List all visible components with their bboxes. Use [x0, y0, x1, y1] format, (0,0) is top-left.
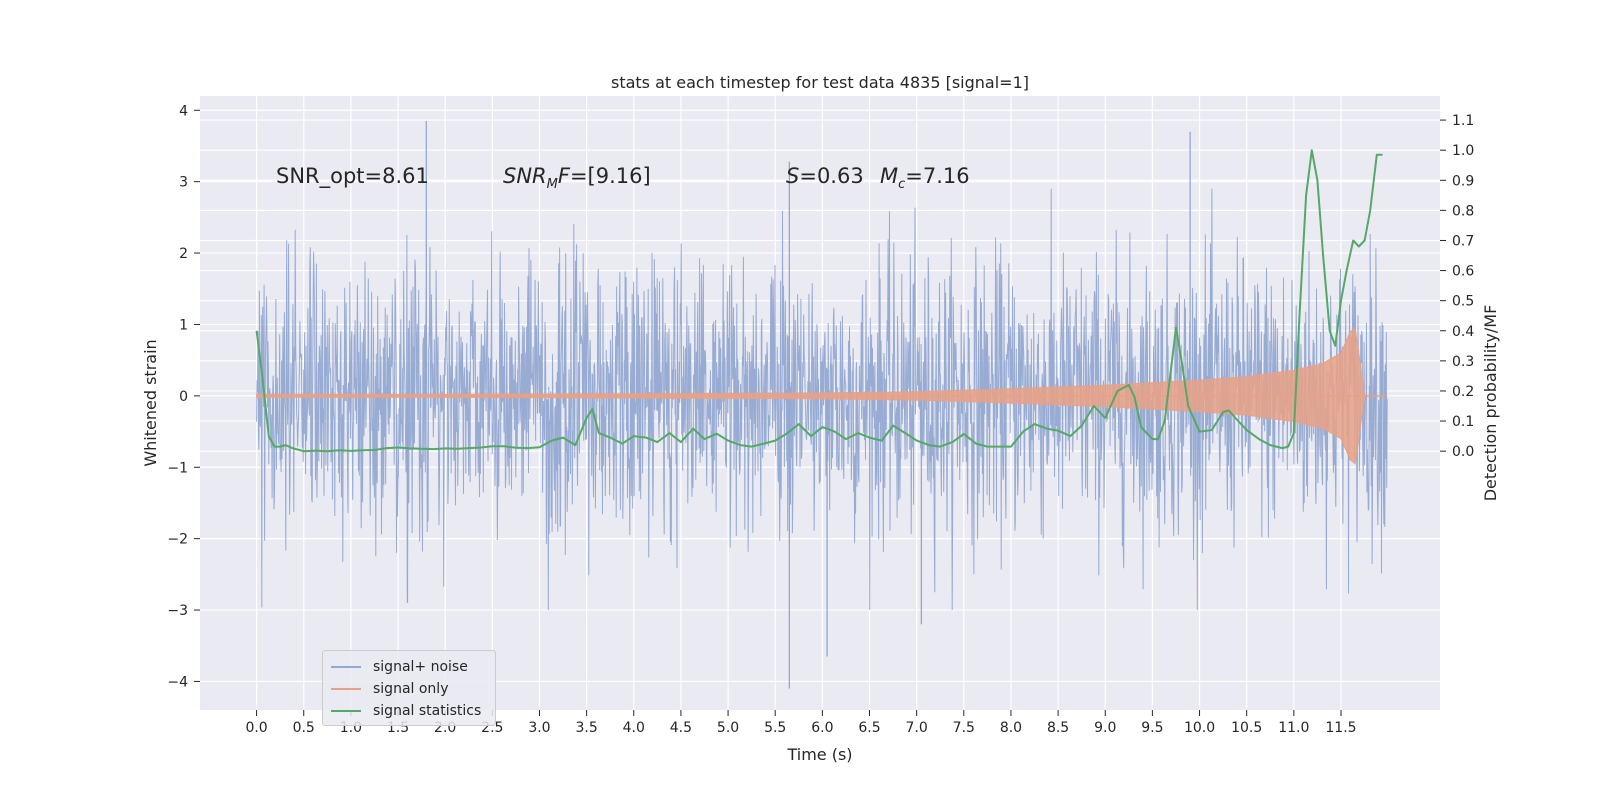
x-tick-label: 8.0 — [1000, 720, 1022, 736]
x-tick-label: 4.5 — [670, 720, 692, 736]
y-tick-label: 3 — [179, 175, 188, 191]
x-tick-label: 5.0 — [717, 720, 739, 736]
snr-mf-subscript: M — [546, 177, 558, 193]
x-tick-label: 11.5 — [1325, 720, 1356, 736]
x-tick-label: 0.0 — [245, 720, 267, 736]
y-axis-label: Whitened strain — [141, 339, 160, 466]
x-tick-label: 7.0 — [906, 720, 928, 736]
x-axis-label: Time (s) — [786, 745, 852, 764]
x-tick-label: 6.5 — [858, 720, 880, 736]
annotation-snr-opt: SNR_opt=8.61 — [276, 164, 429, 188]
mc-subscript: c — [898, 177, 906, 193]
y2-tick-label: 1.1 — [1452, 113, 1474, 129]
legend: signal+ noise signal only signal statist… — [322, 650, 496, 726]
y-tick-label: −1 — [167, 460, 188, 476]
y2-tick-label: 0.0 — [1452, 444, 1474, 460]
x-tick-label: 3.0 — [528, 720, 550, 736]
x-tick-label: 10.0 — [1184, 720, 1215, 736]
y2-tick-label: 0.1 — [1452, 414, 1474, 430]
statistics-line — [255, 149, 1383, 453]
annotation-mc: Mc=7.16 — [880, 164, 970, 192]
legend-label-stats: signal statistics — [373, 703, 482, 719]
y2-axis-label: Detection probability/MF — [1481, 305, 1500, 502]
y-tick-label: 1 — [179, 317, 188, 333]
y-tick-label: 2 — [179, 246, 188, 262]
chart-title: stats at each timestep for test data 483… — [611, 73, 1029, 92]
y2-tick-label: 0.6 — [1452, 264, 1474, 280]
x-tick-label: 11.0 — [1278, 720, 1309, 736]
annotation-snr-mf: SNRMF=[9.16] — [503, 164, 651, 192]
legend-swatch-noise — [331, 666, 361, 668]
y2-tick-label: 0.5 — [1452, 294, 1474, 310]
snr-mf-value: =[9.16] — [569, 164, 651, 188]
s-symbol: S — [786, 164, 800, 188]
y2-tick-label: 0.4 — [1452, 324, 1474, 340]
x-tick-label: 4.0 — [623, 720, 645, 736]
y2-tick-label: 0.9 — [1452, 173, 1474, 189]
legend-entry-signal-only: signal only — [331, 679, 448, 699]
x-tick-label: 3.5 — [575, 720, 597, 736]
annotation-s: S=0.63 — [786, 164, 864, 188]
y-tick-label: 4 — [179, 103, 188, 119]
x-tick-label: 0.5 — [293, 720, 315, 736]
x-tick-label: 5.5 — [764, 720, 786, 736]
x-tick-label: 6.0 — [811, 720, 833, 736]
snr-mf-symbol: SNR — [503, 164, 547, 188]
y2-tick-label: 0.3 — [1452, 354, 1474, 370]
x-tick-label: 9.0 — [1094, 720, 1116, 736]
legend-entry-signal-plus-noise: signal+ noise — [331, 657, 468, 677]
y2-tick-label: 0.7 — [1452, 233, 1474, 249]
y-tick-label: 0 — [179, 389, 188, 405]
x-tick-label: 8.5 — [1047, 720, 1069, 736]
y2-tick-label: 1.0 — [1452, 143, 1474, 159]
y2-tick-label: 0.8 — [1452, 203, 1474, 219]
y2-tick-label: 0.2 — [1452, 384, 1474, 400]
x-tick-label: 9.5 — [1141, 720, 1163, 736]
s-value: =0.63 — [799, 164, 864, 188]
x-tick-label: 10.5 — [1231, 720, 1262, 736]
y-tick-label: −2 — [167, 532, 188, 548]
legend-swatch-stats — [331, 710, 361, 712]
snr-opt-text: SNR_opt=8.61 — [276, 164, 429, 188]
series-signal-only — [256, 327, 1388, 465]
legend-entry-signal-statistics: signal statistics — [331, 701, 481, 721]
y-tick-label: −3 — [167, 603, 188, 619]
legend-label-signal: signal only — [373, 681, 449, 697]
legend-swatch-signal — [331, 688, 361, 690]
mc-symbol: M — [880, 164, 899, 188]
mc-value: =7.16 — [905, 164, 970, 188]
snr-mf-symbol-2: F — [557, 164, 570, 188]
y-tick-label: −4 — [167, 674, 188, 690]
legend-label-noise: signal+ noise — [373, 659, 468, 675]
series-signal-statistics — [255, 149, 1383, 453]
x-tick-label: 7.5 — [953, 720, 975, 736]
